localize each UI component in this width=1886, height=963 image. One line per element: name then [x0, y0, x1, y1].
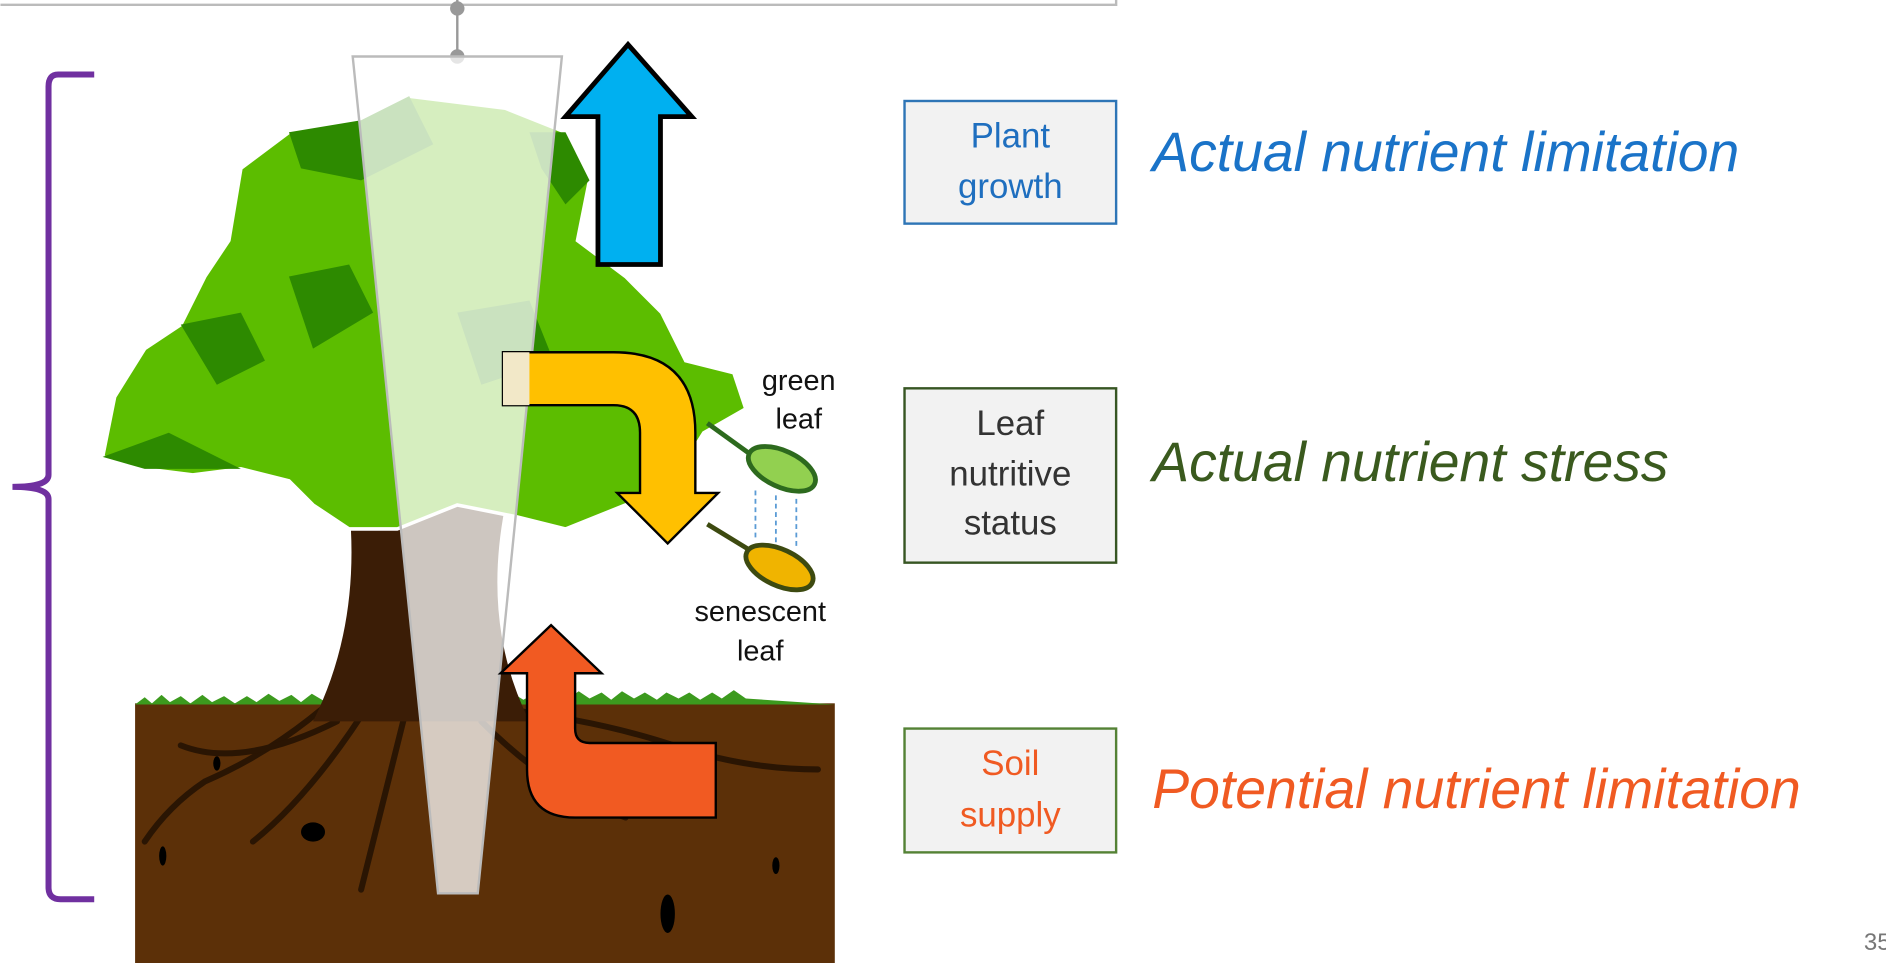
fall-lines — [754, 490, 798, 548]
arrow-start — [502, 352, 530, 406]
leaf-label: leaf — [775, 403, 822, 435]
bracket — [12, 71, 95, 903]
box-label: Potential nutrient limitation — [1152, 758, 1801, 820]
box-text: growth — [958, 167, 1063, 206]
box-text: Leaf — [976, 404, 1044, 443]
connector-dot — [450, 1, 465, 16]
page-number: 35 — [1864, 929, 1886, 956]
box-text: supply — [960, 796, 1061, 835]
soil-stones — [159, 756, 780, 933]
senescent-leaf — [743, 542, 816, 593]
box-text: nutritive — [949, 454, 1071, 493]
box — [903, 387, 1118, 564]
box — [903, 99, 1118, 225]
box — [903, 727, 1118, 854]
leaf-label: senescent — [695, 596, 826, 628]
funnel — [351, 55, 564, 895]
leaf-label: green — [762, 365, 836, 397]
leaf-stem — [705, 421, 753, 457]
box-label: Actual nutrient limitation — [1149, 121, 1739, 183]
box-text: Soil — [981, 744, 1039, 783]
frame-edge — [0, 0, 1118, 7]
leaf-stem — [706, 522, 752, 553]
resorption-arrow — [501, 351, 722, 546]
leaf-label: leaf — [737, 635, 784, 667]
green-leaf — [745, 444, 818, 494]
box-text: status — [964, 504, 1057, 543]
box-text: Plant — [971, 116, 1051, 155]
uptake-arrow — [497, 623, 717, 819]
box-label: Actual nutrient stress — [1149, 431, 1668, 493]
growth-arrow — [560, 40, 698, 267]
